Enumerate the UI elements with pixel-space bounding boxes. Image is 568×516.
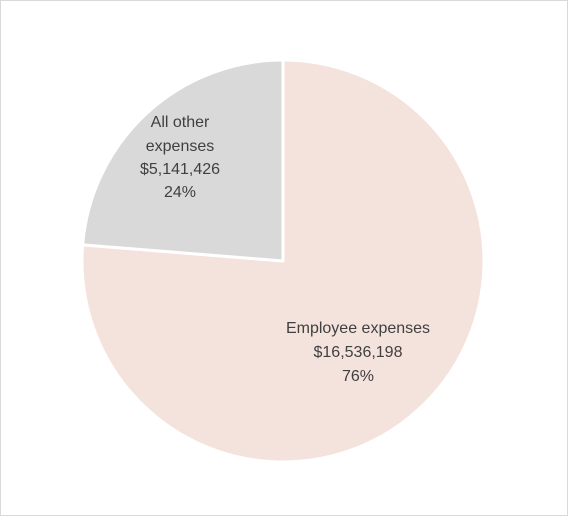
slice-labels: Employee expenses $16,536,198 76% All ot… [140,114,430,385]
data-label-employee-expenses-name: Employee expenses [286,320,430,337]
data-label-all-other-expenses-percent: 24% [164,184,196,201]
pie-slices [80,58,486,464]
data-label-employee-expenses-percent: 76% [342,368,374,385]
data-label-all-other-expenses-name-line1: All other [151,114,210,131]
data-label-all-other-expenses-value: $5,141,426 [140,161,220,178]
slice-all-other-expenses [81,58,285,263]
data-label-employee-expenses-value: $16,536,198 [314,344,403,361]
data-label-all-other-expenses-name-line2: expenses [146,138,215,155]
